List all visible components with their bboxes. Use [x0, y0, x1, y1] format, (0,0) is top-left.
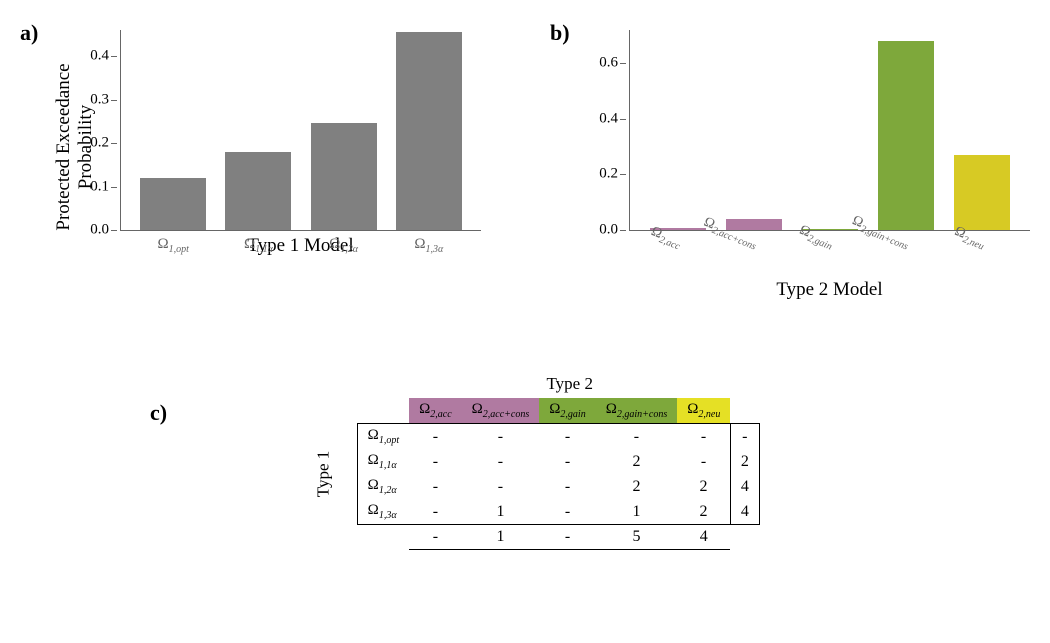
table-cell: 2 — [596, 474, 678, 499]
chart-a-bar — [140, 178, 206, 230]
chart-b-xtick-label: Ω2,gain — [796, 223, 836, 253]
table-cell: - — [409, 424, 462, 450]
table-cell: - — [539, 449, 595, 474]
table-row-head: Ω1,1α — [357, 449, 409, 474]
chart-a-xtick-label: Ω1,2α — [329, 236, 358, 255]
chart-a-ytick-label: 0.2 — [90, 135, 109, 152]
table-super-row-head: Type 1 — [290, 424, 357, 525]
chart-a-xtick-label: Ω1,1α — [244, 236, 273, 255]
chart-a-ytick-label: 0.0 — [90, 222, 109, 239]
table-cell: 2 — [677, 474, 730, 499]
table-super-col-head: Type 2 — [409, 371, 730, 398]
chart-b-xlabel: Type 2 Model — [629, 279, 1030, 301]
table-col-head: Ω2,gain+cons — [596, 398, 678, 424]
table-row-head: Ω1,2α — [357, 474, 409, 499]
table-col-total: 1 — [462, 525, 540, 550]
figure: a) b) Protected ExceedanceProbability 0.… — [20, 20, 1030, 550]
panel-b-label: b) — [550, 20, 570, 46]
table-col-head: Ω2,neu — [677, 398, 730, 424]
chart-b-ytick-label: 0.2 — [599, 166, 618, 183]
chart-b-plot: 0.00.20.40.6Ω2,accΩ2,acc+consΩ2,gainΩ2,g… — [629, 30, 1030, 231]
panel-c-label: c) — [150, 400, 167, 426]
table-row-total: 4 — [730, 499, 759, 525]
table-cell: - — [539, 424, 595, 450]
table-cell: - — [462, 474, 540, 499]
chart-a-ytick-label: 0.3 — [90, 91, 109, 108]
table-cell: - — [677, 449, 730, 474]
table-row-total: - — [730, 424, 759, 450]
chart-a-plot: 0.00.10.20.30.4Ω1,optΩ1,1αΩ1,2αΩ1,3α — [120, 30, 481, 231]
chart-b-bar — [954, 155, 1010, 230]
table-cell: - — [539, 499, 595, 525]
chart-a-bar — [396, 32, 462, 230]
table-cell: - — [539, 474, 595, 499]
chart-a-xtick-label: Ω1,opt — [157, 236, 188, 255]
table-col-total: - — [409, 525, 462, 550]
chart-b-ytick-label: 0.6 — [599, 55, 618, 72]
chart-a-ytick-label: 0.1 — [90, 178, 109, 195]
table-col-total: - — [539, 525, 595, 550]
table-c: Type 2Ω2,accΩ2,acc+consΩ2,gainΩ2,gain+co… — [290, 371, 760, 550]
table-cell: 1 — [462, 499, 540, 525]
table-cell: - — [409, 499, 462, 525]
table-cell: - — [409, 449, 462, 474]
table-col-head: Ω2,acc — [409, 398, 462, 424]
chart-b-ytick-label: 0.0 — [599, 222, 618, 239]
chart-a-ytick-label: 0.4 — [90, 48, 109, 65]
table-col-total: 4 — [677, 525, 730, 550]
chart-a-bar — [225, 152, 291, 230]
table: Type 2Ω2,accΩ2,acc+consΩ2,gainΩ2,gain+co… — [290, 371, 760, 550]
chart-a-xtick-label: Ω1,3α — [414, 236, 443, 255]
charts-row: Protected ExceedanceProbability 0.00.10.… — [20, 20, 1030, 301]
table-row-head: Ω1,3α — [357, 499, 409, 525]
panel-a-label: a) — [20, 20, 38, 46]
table-cell: - — [462, 424, 540, 450]
chart-b-bar — [878, 41, 934, 230]
table-cell: - — [409, 474, 462, 499]
table-row-head: Ω1,opt — [357, 424, 409, 450]
table-cell: 1 — [596, 499, 678, 525]
chart-b: 0.00.20.40.6Ω2,accΩ2,acc+consΩ2,gainΩ2,g… — [629, 30, 1030, 301]
table-cell: - — [462, 449, 540, 474]
table-cell: 2 — [677, 499, 730, 525]
table-row-total: 2 — [730, 449, 759, 474]
table-cell: 2 — [596, 449, 678, 474]
table-col-total: 5 — [596, 525, 678, 550]
chart-a-bar — [311, 123, 377, 230]
table-cell: - — [677, 424, 730, 450]
chart-a: Protected ExceedanceProbability 0.00.10.… — [120, 30, 481, 301]
table-row-total: 4 — [730, 474, 759, 499]
chart-b-ytick-label: 0.4 — [599, 110, 618, 127]
table-col-head: Ω2,gain — [539, 398, 595, 424]
table-cell: - — [596, 424, 678, 450]
table-col-head: Ω2,acc+cons — [462, 398, 540, 424]
